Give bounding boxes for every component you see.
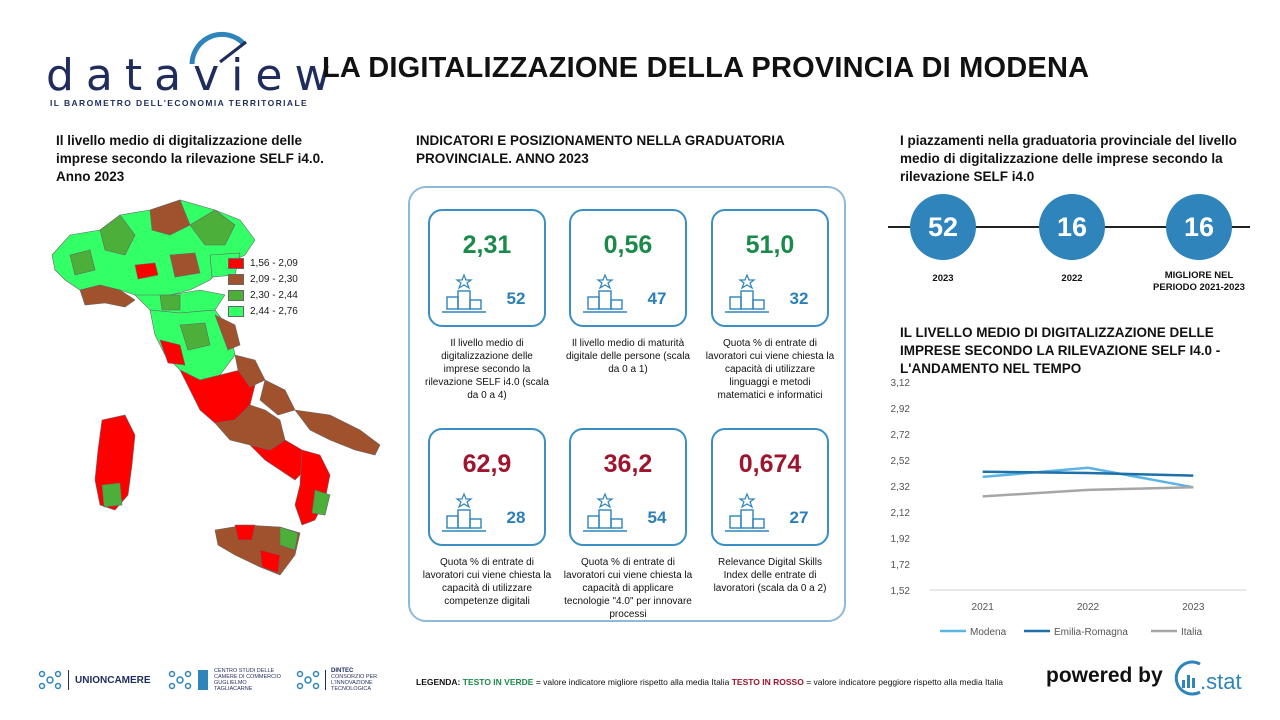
indicator-value: 36,2 [603,450,653,478]
podium-icon [583,273,627,313]
legend-swatch [228,273,244,285]
podium-icon [442,492,486,532]
indicator-rank: 28 [506,508,526,527]
unioncamere-label: UNIONCAMERE [75,674,151,686]
indicator-value: 2,31 [462,231,512,259]
legend-item: 2,30 - 2,44 [228,287,298,303]
indicators-panel [408,186,846,622]
dintec-label: DINTEC [331,668,354,674]
y-tick-label: 2,92 [891,404,911,415]
y-tick-label: 2,12 [891,508,911,519]
rank-circle-2023: 52 [910,194,976,260]
legend-item: 2,09 - 2,30 [228,271,298,287]
indicator-description: Il livello medio di digitalizzazione del… [425,338,549,401]
legend-label: 2,30 - 2,44 [250,289,298,301]
chart-title: IL LIVELLO MEDIO DI DIGITALIZZAZIONE DEL… [900,325,1221,376]
legend-item: 1,56 - 2,09 [228,255,298,271]
rank-circle-2022: 16 [1039,194,1105,260]
color-legend-note: LEGENDA: TESTO IN VERDE = valore indicat… [416,677,1003,687]
indicator-description: Quota % di entrate di lavoratori cui vie… [705,338,835,401]
rank-label-2022: 2022 [1061,273,1083,284]
network-icon [38,670,62,690]
legend-label: Italia [1181,627,1203,638]
legend-label: 1,56 - 2,09 [250,257,298,269]
dataview-logo: dataview IL BAROMETRO DELL'ECONOMIA TERR… [40,30,330,112]
dintec-logo: DINTEC CONSORZIO PER L'INNOVAZIONE TECNO… [296,668,411,692]
map-legend: 1,56 - 2,09 2,09 - 2,30 2,30 - 2,44 2,44… [228,255,298,319]
y-tick-label: 2,32 [891,482,911,493]
indicator-description: Relevance Digital Skills Index delle ent… [713,557,827,594]
indicator-value: 0,674 [738,450,802,478]
indicator-value: 51,0 [745,231,795,259]
rank-label-2023: 2023 [932,273,954,284]
rank-circle-best: 16 [1166,194,1232,260]
legenda-green-text: = valore indicatore migliore rispetto al… [535,677,730,687]
page-title: LA DIGITALIZZAZIONE DELLA PROVINCIA DI M… [322,52,1090,84]
trend-line-chart: 3,12 2,92 2,72 2,52 2,32 2,12 1,92 1,72 1,52 2021… [891,378,1246,638]
indicator-description: Quota % di entrate di lavoratori cui vie… [422,557,552,607]
indicator-card: 51,0 32 [711,209,829,327]
indicator-rank: 47 [647,289,667,308]
cstat-text: .stat [1200,669,1242,694]
legenda-red-text: = valore indicatore peggiore rispetto al… [806,677,1003,687]
legend-swatch [228,289,244,301]
tagliacarne-label: CENTRO STUDI DELLE CAMERE DI COMMERCIO G… [214,668,281,692]
legend-item: 2,44 - 2,76 [228,303,298,319]
legend-swatch [228,305,244,317]
y-tick-label: 1,52 [891,586,911,597]
rankings-title: I piazzamenti nella graduatoria provinci… [900,133,1237,184]
unioncamere-logo: UNIONCAMERE [38,668,151,692]
y-tick-label: 1,92 [891,534,911,545]
y-tick-label: 1,72 [891,560,911,571]
legend-label: 2,09 - 2,30 [250,273,298,285]
indicator-rank: 27 [789,508,809,527]
legenda-red: TESTO IN ROSSO [731,677,804,687]
indicator-description: Il livello medio di maturità digitale de… [566,338,690,375]
indicator-description: Quota % di entrate di lavoratori cui vie… [563,557,693,620]
podium-icon [725,492,769,532]
network-icon [296,670,320,690]
indicator-rank: 54 [647,508,667,527]
map-title: Il livello medio di digitalizzazione del… [56,133,324,184]
x-tick-label: 2023 [1182,602,1205,613]
indicator-card: 2,31 52 [428,209,546,327]
legend-label: Modena [970,627,1007,638]
legenda-green: TESTO IN VERDE [462,677,534,687]
indicator-rank: 32 [789,289,809,308]
powered-by-label: powered by [1046,664,1163,687]
y-tick-label: 2,52 [891,456,911,467]
podium-icon [442,273,486,313]
indicator-card: 0,674 27 [711,428,829,546]
indicator-card: 36,2 54 [569,428,687,546]
legend-label: Emilia-Romagna [1054,627,1128,638]
indicator-card: 62,9 28 [428,428,546,546]
indicator-value: 62,9 [462,450,512,478]
indicator-value: 0,56 [603,231,653,259]
legend-swatch [228,257,244,269]
legend-label: 2,44 - 2,76 [250,305,298,317]
x-tick-label: 2022 [1077,602,1100,613]
series-line-emilia-romagna [982,470,1194,477]
series-line-modena [982,466,1194,489]
tagliacarne-logo: CENTRO STUDI DELLE CAMERE DI COMMERCIO G… [168,668,282,692]
dintec-sublabel: CONSORZIO PER L'INNOVAZIONE TECNOLOGICA [331,674,378,692]
podium-icon [583,492,627,532]
podium-icon [725,273,769,313]
gauge-icon [189,31,247,65]
indicator-card: 0,56 47 [569,209,687,327]
x-tick-label: 2021 [972,602,995,613]
rank-label-best: MIGLIORE NEL PERIODO 2021-2023 [1153,270,1245,293]
logo-word: dataview [46,50,343,101]
indicators-title: INDICATORI E POSIZIONAMENTO NELLA GRADUA… [416,133,785,166]
logo-subtitle: IL BAROMETRO DELL'ECONOMIA TERRITORIALE [50,98,309,108]
indicator-rank: 52 [506,289,526,308]
series-line-italia [982,486,1194,498]
y-tick-label: 2,72 [891,430,911,441]
italy-map [51,199,381,576]
legenda-label: LEGENDA: [416,677,461,687]
network-icon [168,670,192,690]
y-tick-label: 3,12 [891,378,911,389]
cstat-logo: .stat [1174,660,1242,696]
